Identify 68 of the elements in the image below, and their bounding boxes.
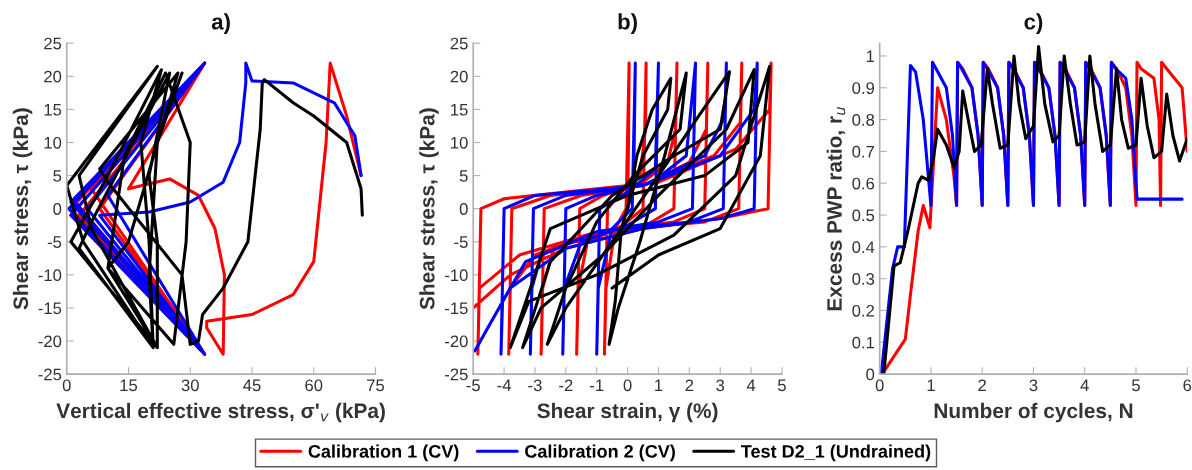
- chart-title: c): [1024, 13, 1043, 34]
- y-tick-label: 15: [451, 103, 468, 116]
- x-tick-label: 0: [875, 379, 884, 392]
- y-tick-label: 0.3: [852, 273, 875, 285]
- x-tick-label: 2: [685, 379, 694, 392]
- x-tick-label: 1: [927, 379, 935, 392]
- x-tick-label: 15: [120, 379, 138, 392]
- legend-label: Calibration 1 (CV): [308, 444, 459, 462]
- x-tick-label: -1: [590, 379, 604, 392]
- y-tick-label: -15: [445, 302, 468, 315]
- y-tick-label: -10: [38, 269, 62, 282]
- x-tick-label: 45: [243, 379, 261, 392]
- y-tick-label: 25: [450, 37, 468, 50]
- x-tick-label: 0: [623, 379, 632, 392]
- y-tick-label: 10: [451, 136, 468, 149]
- y-tick-label: 0.5: [852, 209, 875, 222]
- y-tick-label: 0.7: [852, 145, 874, 158]
- y-tick-label: 5: [53, 170, 62, 182]
- x-tick-label: 3: [1029, 379, 1038, 392]
- y-tick-label: 0.6: [852, 177, 875, 190]
- y-tick-label: 0.9: [852, 82, 875, 94]
- x-tick-label: 4: [746, 379, 756, 392]
- chart-title: b): [618, 13, 637, 34]
- y-tick-label: -15: [38, 302, 62, 315]
- y-tick-label: -10: [445, 269, 468, 282]
- x-axis-title: Shear strain, γ (%): [537, 402, 718, 423]
- x-tick-label: 2: [978, 379, 987, 392]
- legend-label: Calibration 2 (CV): [525, 444, 675, 462]
- y-tick-label: 15: [44, 103, 62, 116]
- x-tick-label: 5: [1132, 379, 1140, 392]
- y-tick-label: 25: [44, 37, 62, 50]
- y-tick-label: 20: [450, 70, 468, 83]
- y-tick-label: 5: [459, 170, 468, 182]
- x-tick-label: -4: [497, 379, 512, 392]
- y-tick-label: 0.4: [852, 241, 875, 254]
- y-axis-title: Shear stress, τ (kPa): [419, 108, 439, 310]
- y-tick-label: 0.2: [852, 304, 874, 317]
- y-tick-label: 0.8: [852, 114, 875, 126]
- x-tick-label: 4: [1080, 379, 1089, 392]
- y-tick-label: 0.1: [852, 336, 875, 349]
- y-tick-label: 0: [459, 203, 468, 215]
- y-axis-title: Shear stress, τ (kPa): [12, 108, 33, 310]
- y-tick-label: 0: [53, 203, 62, 215]
- y-tick-label: -5: [47, 236, 62, 248]
- x-tick-label: 3: [716, 379, 725, 392]
- x-tick-label: 30: [181, 379, 199, 392]
- x-tick-label: -3: [528, 379, 542, 392]
- x-tick-label: 5: [777, 379, 786, 392]
- x-axis-title: Vertical effective stress, σ'$_{v}$ (kPa): [56, 402, 385, 423]
- x-tick-label: 75: [367, 379, 385, 392]
- y-tick-label: 20: [44, 70, 62, 83]
- x-axis-title: Number of cycles, N: [934, 402, 1133, 423]
- x-tick-label: 1: [655, 379, 663, 392]
- y-tick-label: -20: [38, 335, 62, 348]
- x-tick-label: -2: [559, 379, 573, 392]
- y-tick-label: 10: [44, 136, 62, 149]
- y-tick-label: -5: [454, 236, 468, 248]
- x-tick-label: 0: [62, 379, 71, 392]
- y-tick-label: -25: [445, 368, 468, 381]
- x-tick-label: 6: [1183, 379, 1192, 392]
- y-tick-label: 0: [866, 368, 875, 381]
- legend-label: Test D2_1 (Undrained): [741, 444, 931, 462]
- y-axis-title: Excess PWP ratio, r$_{u}$: [826, 107, 846, 311]
- y-tick-label: 1: [866, 50, 875, 63]
- x-tick-label: 60: [305, 379, 323, 392]
- y-tick-label: -20: [445, 335, 468, 348]
- chart-title: a): [211, 13, 230, 34]
- y-tick-label: -25: [38, 368, 62, 381]
